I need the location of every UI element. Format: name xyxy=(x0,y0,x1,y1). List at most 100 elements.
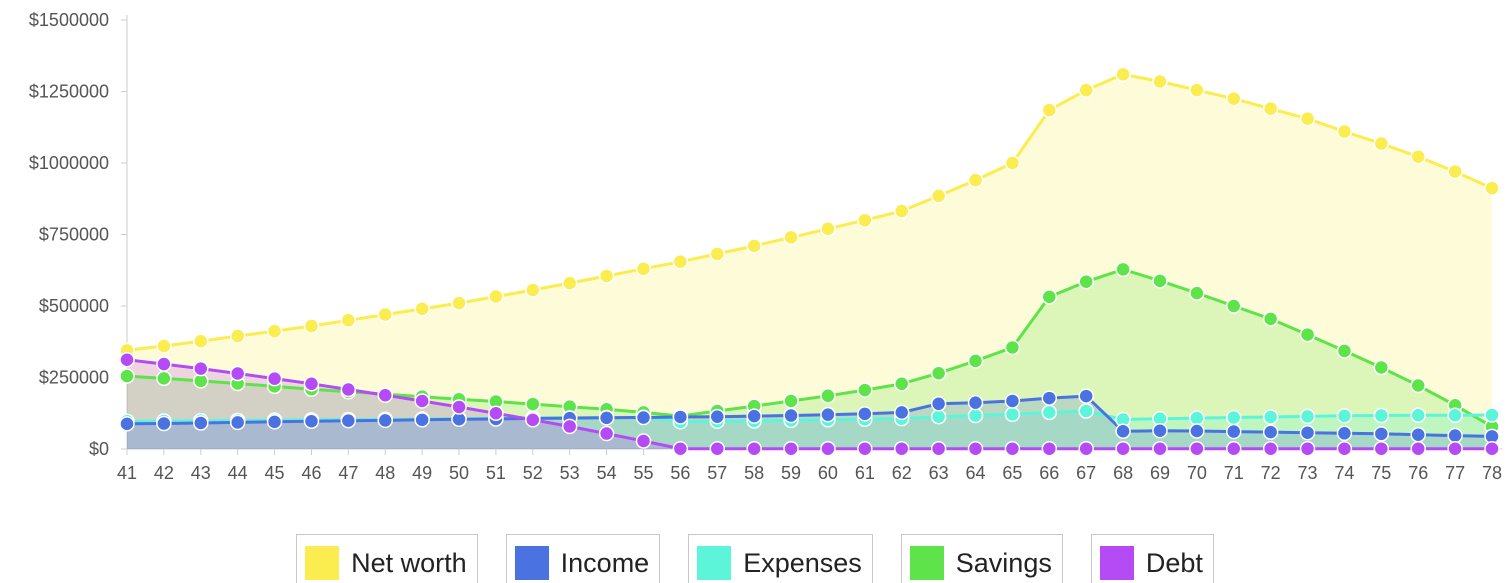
point-expenses[interactable] xyxy=(1189,410,1205,426)
point-income[interactable] xyxy=(1410,426,1426,443)
point-debt[interactable] xyxy=(1410,440,1426,457)
point-debt[interactable] xyxy=(340,381,357,398)
point-income[interactable] xyxy=(598,410,615,426)
point-income[interactable] xyxy=(1299,424,1316,441)
point-debt[interactable] xyxy=(377,387,393,403)
point-net-worth[interactable] xyxy=(414,301,430,317)
point-net-worth[interactable] xyxy=(1078,82,1094,98)
point-savings[interactable] xyxy=(930,365,947,381)
point-savings[interactable] xyxy=(893,376,910,392)
point-savings[interactable] xyxy=(156,370,172,387)
point-income[interactable] xyxy=(156,415,172,432)
point-income[interactable] xyxy=(1152,422,1168,439)
point-net-worth[interactable] xyxy=(1262,100,1279,117)
point-debt[interactable] xyxy=(1373,440,1390,457)
point-net-worth[interactable] xyxy=(193,333,209,349)
point-debt[interactable] xyxy=(266,370,283,387)
point-savings[interactable] xyxy=(1115,261,1131,278)
point-debt[interactable] xyxy=(561,418,578,435)
point-debt[interactable] xyxy=(1299,440,1316,457)
point-income[interactable] xyxy=(783,407,799,424)
point-net-worth[interactable] xyxy=(1189,82,1205,98)
point-debt[interactable] xyxy=(1336,440,1353,457)
point-savings[interactable] xyxy=(1226,298,1242,314)
point-income[interactable] xyxy=(1115,423,1131,440)
point-savings[interactable] xyxy=(857,382,873,398)
point-net-worth[interactable] xyxy=(377,306,393,323)
point-savings[interactable] xyxy=(1373,359,1390,376)
point-expenses[interactable] xyxy=(1226,409,1242,426)
point-debt[interactable] xyxy=(820,440,836,457)
point-net-worth[interactable] xyxy=(783,229,799,246)
point-income[interactable] xyxy=(303,413,320,430)
point-debt[interactable] xyxy=(488,405,504,421)
point-net-worth[interactable] xyxy=(1226,90,1242,107)
point-debt[interactable] xyxy=(672,440,689,457)
point-expenses[interactable] xyxy=(1447,407,1463,424)
point-debt[interactable] xyxy=(967,440,984,457)
point-income[interactable] xyxy=(1226,423,1242,440)
point-income[interactable] xyxy=(229,414,246,431)
point-net-worth[interactable] xyxy=(303,318,320,334)
point-debt[interactable] xyxy=(783,440,799,457)
point-income[interactable] xyxy=(193,415,209,431)
point-income[interactable] xyxy=(1447,427,1463,444)
point-income[interactable] xyxy=(119,416,135,432)
point-net-worth[interactable] xyxy=(340,312,357,329)
point-debt[interactable] xyxy=(1189,440,1205,457)
point-net-worth[interactable] xyxy=(672,253,689,270)
point-expenses[interactable] xyxy=(1041,404,1058,421)
point-debt[interactable] xyxy=(746,440,762,457)
point-income[interactable] xyxy=(635,409,652,426)
legend-item-income[interactable]: Income xyxy=(505,534,661,583)
point-debt[interactable] xyxy=(156,356,172,372)
point-expenses[interactable] xyxy=(1484,407,1500,423)
point-income[interactable] xyxy=(709,408,726,425)
point-net-worth[interactable] xyxy=(1299,110,1316,127)
point-income[interactable] xyxy=(377,412,393,429)
point-income[interactable] xyxy=(672,409,689,425)
point-savings[interactable] xyxy=(525,396,541,412)
point-savings[interactable] xyxy=(1336,343,1353,359)
point-income[interactable] xyxy=(893,404,910,421)
point-debt[interactable] xyxy=(1078,440,1094,457)
point-net-worth[interactable] xyxy=(967,172,984,188)
legend-item-debt[interactable]: Debt xyxy=(1090,534,1214,583)
point-savings[interactable] xyxy=(1041,289,1058,305)
point-net-worth[interactable] xyxy=(1373,135,1390,152)
point-income[interactable] xyxy=(1004,393,1021,409)
point-debt[interactable] xyxy=(525,412,541,428)
point-net-worth[interactable] xyxy=(266,323,283,339)
point-expenses[interactable] xyxy=(1262,409,1279,425)
point-debt[interactable] xyxy=(930,440,947,457)
point-debt[interactable] xyxy=(857,440,873,457)
point-net-worth[interactable] xyxy=(488,288,504,305)
point-expenses[interactable] xyxy=(1004,406,1021,423)
point-debt[interactable] xyxy=(635,433,652,449)
point-income[interactable] xyxy=(340,412,357,429)
point-income[interactable] xyxy=(1373,426,1390,442)
point-net-worth[interactable] xyxy=(857,212,873,228)
point-net-worth[interactable] xyxy=(746,238,762,254)
point-income[interactable] xyxy=(266,414,283,430)
point-net-worth[interactable] xyxy=(930,188,947,204)
point-net-worth[interactable] xyxy=(561,275,578,291)
point-expenses[interactable] xyxy=(1299,408,1316,425)
point-debt[interactable] xyxy=(893,440,910,457)
point-net-worth[interactable] xyxy=(1336,123,1353,140)
point-debt[interactable] xyxy=(303,376,320,392)
point-debt[interactable] xyxy=(598,425,615,442)
point-income[interactable] xyxy=(930,396,947,412)
point-expenses[interactable] xyxy=(1078,403,1094,419)
point-net-worth[interactable] xyxy=(525,282,541,298)
point-income[interactable] xyxy=(1189,423,1205,439)
legend-item-net-worth[interactable]: Net worth xyxy=(296,534,478,583)
point-net-worth[interactable] xyxy=(1484,180,1500,196)
point-income[interactable] xyxy=(967,394,984,411)
point-net-worth[interactable] xyxy=(893,203,910,219)
point-savings[interactable] xyxy=(1410,377,1426,394)
point-income[interactable] xyxy=(857,406,873,422)
point-debt[interactable] xyxy=(1152,440,1168,457)
point-net-worth[interactable] xyxy=(156,338,172,354)
point-savings[interactable] xyxy=(1262,311,1279,327)
